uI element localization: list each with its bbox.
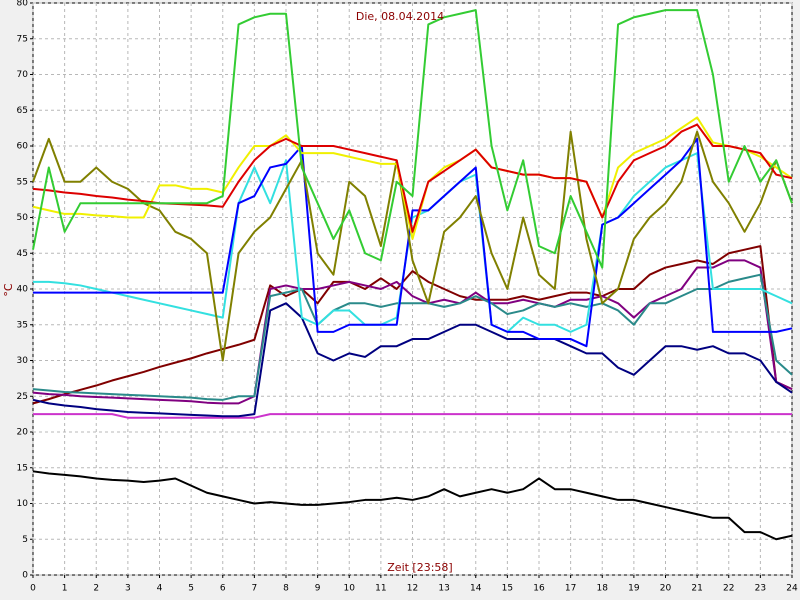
lines xyxy=(32,9,793,541)
series-line xyxy=(32,273,793,401)
x-axis-label: Zeit [23:58] xyxy=(387,561,452,574)
y-tick-label: 10 xyxy=(17,499,29,509)
x-tick-label: 20 xyxy=(660,584,672,594)
series-line xyxy=(32,130,793,362)
y-tick-label: 30 xyxy=(17,356,29,366)
x-tick-label: 15 xyxy=(502,584,513,594)
x-tick-label: 12 xyxy=(407,584,418,594)
x-tick-label: 16 xyxy=(533,584,545,594)
x-tick-label: 0 xyxy=(30,584,36,594)
series-line xyxy=(32,9,793,269)
grid xyxy=(30,2,793,578)
series-line xyxy=(32,245,793,405)
y-tick-label: 60 xyxy=(17,142,29,152)
x-tick-label: 2 xyxy=(93,584,99,594)
x-tick-label: 23 xyxy=(755,584,766,594)
y-tick-label: 15 xyxy=(17,463,28,473)
y-tick-label: 75 xyxy=(17,34,28,44)
x-tick-label: 13 xyxy=(438,584,449,594)
y-tick-label: 35 xyxy=(17,320,28,330)
series-line xyxy=(33,413,792,419)
y-tick-label: 70 xyxy=(17,70,29,80)
y-tick-label: 50 xyxy=(17,213,29,223)
y-tick-label: 25 xyxy=(17,392,28,402)
x-tick-label: 6 xyxy=(220,584,226,594)
x-tick-label: 22 xyxy=(723,584,734,594)
x-tick-label: 18 xyxy=(597,584,609,594)
y-tick-label: 80 xyxy=(17,0,29,9)
series-line xyxy=(32,302,793,418)
y-tick-label: 65 xyxy=(17,106,28,116)
x-tick-label: 3 xyxy=(125,584,131,594)
series-line xyxy=(32,116,793,240)
y-tick-label: 20 xyxy=(17,428,29,438)
y-tick-label: 5 xyxy=(22,535,28,545)
x-tick-label: 4 xyxy=(157,584,163,594)
x-tick-label: 24 xyxy=(786,584,798,594)
series-line xyxy=(33,137,793,348)
x-tick-label: 7 xyxy=(252,584,258,594)
series-line xyxy=(32,259,793,405)
series-line xyxy=(32,470,793,541)
y-tick-label: 0 xyxy=(22,571,28,581)
x-tick-label: 14 xyxy=(470,584,482,594)
x-tick-label: 8 xyxy=(283,584,289,594)
x-tick-label: 19 xyxy=(628,584,640,594)
y-tick-label: 55 xyxy=(17,177,28,187)
x-tick-label: 17 xyxy=(565,584,576,594)
y-tick-label: 45 xyxy=(17,249,28,259)
x-tick-label: 9 xyxy=(315,584,321,594)
x-tick-label: 21 xyxy=(691,584,702,594)
chart-title: Die, 08.04.2014 xyxy=(356,10,444,23)
y-tick-label: 40 xyxy=(17,285,29,295)
x-tick-label: 11 xyxy=(375,584,386,594)
x-tick-label: 1 xyxy=(62,584,68,594)
x-tick-label: 10 xyxy=(344,584,356,594)
y-axis-label: °C xyxy=(2,283,15,297)
x-tick-label: 5 xyxy=(188,584,194,594)
